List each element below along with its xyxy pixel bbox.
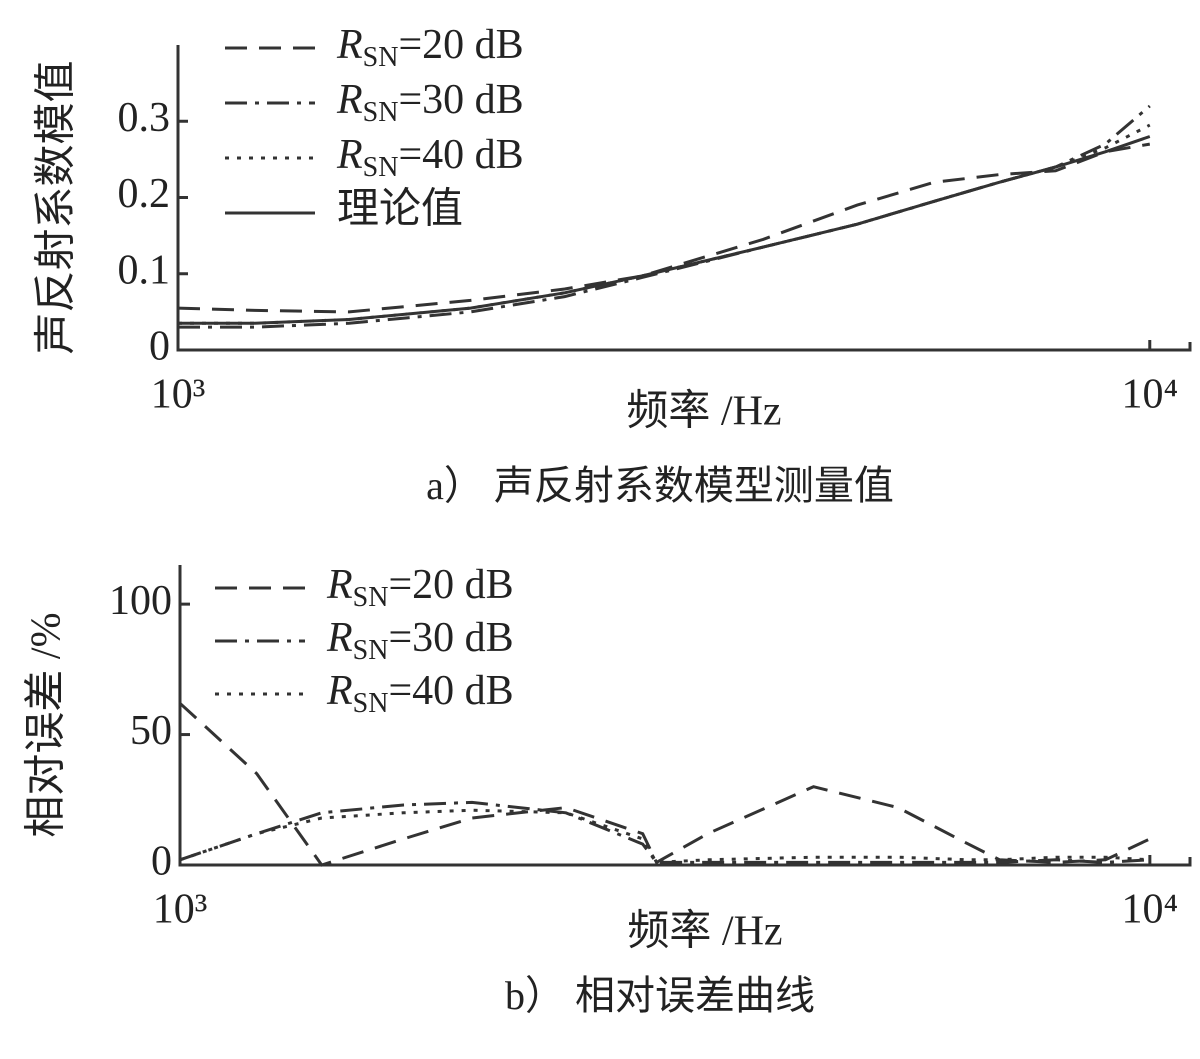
series-line (178, 135, 1151, 325)
legend-label: RSN=30 dB (326, 615, 514, 667)
x-tick-label: 10⁴ (1122, 887, 1179, 933)
x-tick-label: 10⁴ (1121, 372, 1178, 418)
legend-label: RSN=20 dB (336, 22, 524, 74)
chart-title: b） 相对误差曲线 (505, 973, 815, 1018)
y-axis-label: 声反射系数模值 (34, 60, 80, 354)
x-axis-label: 频率 /Hz (627, 908, 782, 955)
y-tick-label: 0 (149, 324, 170, 370)
series-line (178, 104, 1151, 329)
y-tick-label: 0 (151, 839, 172, 885)
legend-label: RSN=30 dB (336, 77, 524, 129)
series-line (177, 142, 1151, 314)
legend-label: RSN=40 dB (326, 668, 514, 720)
series-line (179, 800, 1150, 864)
legend-label: RSN=20 dB (326, 562, 514, 614)
legend-label: RSN=40 dB (336, 132, 524, 184)
chart-title: a） 声反射系数模型测量值 (426, 463, 894, 508)
x-tick-label: 10³ (151, 372, 206, 418)
x-tick-label: 10³ (153, 887, 208, 933)
y-tick-label: 50 (130, 708, 172, 754)
legend-label: 理论值 (337, 187, 463, 233)
x-axis-label: 频率 /Hz (626, 388, 781, 435)
y-tick-label: 100 (109, 578, 172, 624)
axes (176, 45, 1192, 352)
series-line (178, 123, 1151, 325)
y-tick-label: 0.1 (118, 247, 171, 293)
y-axis-label: 相对误差 /% (24, 612, 70, 837)
series-line (178, 702, 1151, 867)
series-line (179, 808, 1150, 864)
y-tick-label: 0.3 (118, 95, 171, 141)
y-tick-label: 0.2 (118, 171, 171, 217)
axes (178, 565, 1192, 867)
